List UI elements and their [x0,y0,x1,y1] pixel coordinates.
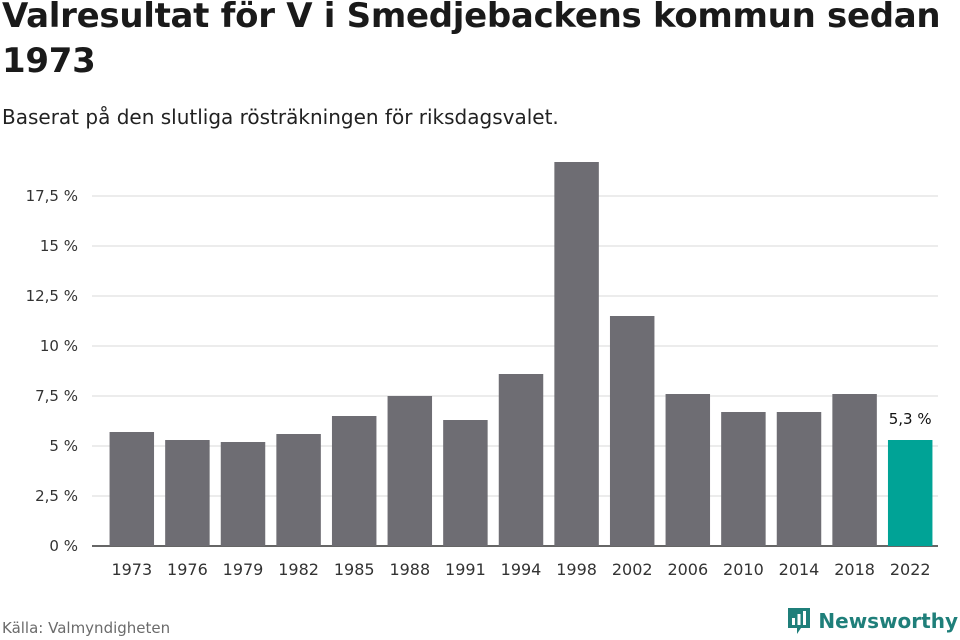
y-tick-label: 7,5 % [35,387,78,405]
bar-2006 [665,394,711,546]
bar-1998 [554,162,599,546]
bar-1976 [165,440,210,546]
x-tick-label: 2022 [890,560,931,579]
bar-2002 [609,316,655,546]
x-tick-label: 1988 [389,560,430,579]
bar-1973 [109,432,155,546]
chart-subtitle: Baserat på den slutliga rösträkningen fö… [2,105,559,129]
y-tick-label: 12,5 % [26,287,78,305]
bar-1988 [387,396,433,546]
y-tick-label: 15 % [40,237,78,255]
y-axis-ticks: 0 % 2,5 % 5 % 7,5 % 10 % 12,5 % 15 % 17,5 % [26,187,78,555]
data-label: 5,3 % [889,410,932,428]
y-tick-label: 2,5 % [35,487,78,505]
x-tick-label: 1994 [501,560,542,579]
bar-1982 [276,434,321,546]
bar-1979 [220,442,266,546]
x-tick-label: 1976 [167,560,208,579]
bar-1985 [331,416,377,546]
chart-title: Valresultat för V i Smedjebackens kommun… [2,0,941,81]
x-tick-label: 2002 [612,560,653,579]
newsworthy-logo-icon [788,608,811,634]
bar-1991 [443,420,488,546]
y-tick-label: 17,5 % [26,187,78,205]
x-tick-label: 2018 [834,560,875,579]
bar-1994 [498,374,544,546]
source-note: Källa: Valmyndigheten [2,619,171,637]
x-tick-label: 2006 [667,560,708,579]
x-tick-label: 2014 [779,560,820,579]
y-tick-label: 5 % [49,437,78,455]
x-tick-label: 2010 [723,560,764,579]
x-tick-label: 1982 [278,560,319,579]
bar-2018 [832,394,877,546]
x-tick-label: 1979 [223,560,264,579]
bar-2014 [776,412,822,546]
bar-2010 [721,412,766,546]
y-tick-label: 10 % [40,337,78,355]
x-tick-label: 1973 [111,560,152,579]
y-tick-label: 0 % [49,537,78,555]
bar-chart: 0 % 2,5 % 5 % 7,5 % 10 % 12,5 % 15 % 17,5 % 197… [26,162,938,579]
x-tick-label: 1991 [445,560,486,579]
x-tick-label: 1998 [556,560,597,579]
data-labels: 5,3 % [889,410,932,428]
bar-2022 [887,440,933,546]
x-axis-ticks: 1973 1976 1979 1982 1985 1988 1991 1994 1998 2002… [111,560,930,579]
brand-name: Newsworthy [818,609,958,633]
bars [109,162,933,546]
brand: Newsworthy [786,606,958,636]
x-tick-label: 1985 [334,560,375,579]
